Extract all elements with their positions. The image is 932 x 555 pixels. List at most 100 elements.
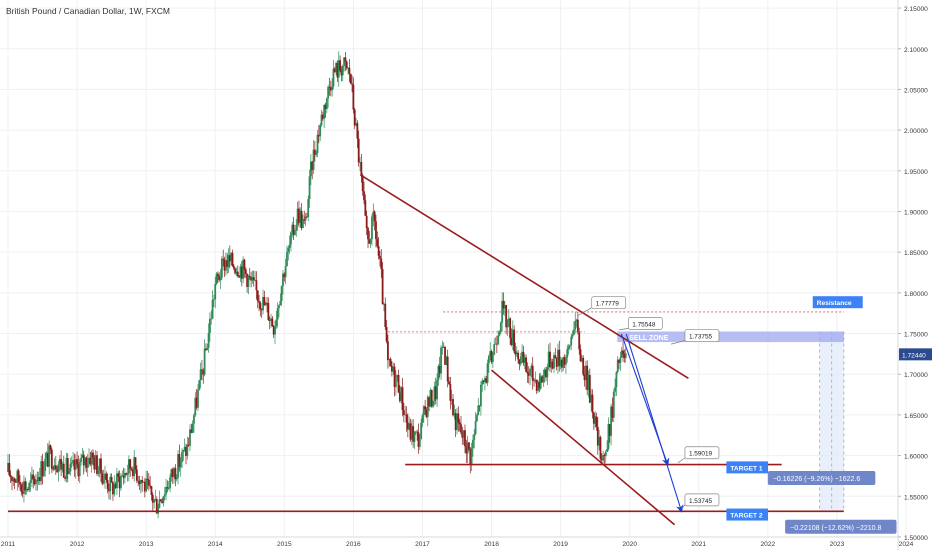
- candle-body: [255, 280, 258, 291]
- candle-body: [254, 280, 256, 282]
- candle-body: [49, 445, 52, 450]
- candle-body: [118, 476, 121, 489]
- candle-body: [495, 343, 498, 345]
- candle-body: [381, 269, 384, 305]
- candle-body: [446, 356, 449, 382]
- candle-body: [309, 161, 312, 177]
- candle-body: [267, 303, 270, 321]
- x-tick-label: 2020: [622, 541, 637, 548]
- candle-body: [566, 349, 569, 358]
- candle-body: [456, 413, 458, 431]
- candle-body: [353, 109, 356, 126]
- y-tick-label: 1.75000: [904, 332, 928, 339]
- candle-body: [506, 319, 509, 328]
- candle-body: [486, 363, 489, 383]
- candle-body: [542, 375, 545, 383]
- candle-body: [539, 376, 542, 389]
- candle-body: [430, 390, 433, 407]
- candle-body: [457, 413, 460, 423]
- candle-body: [487, 355, 490, 364]
- candle-body: [323, 104, 326, 119]
- candle-body: [602, 455, 605, 461]
- candle-body: [166, 487, 169, 489]
- candle-body: [178, 454, 181, 468]
- candle-body: [600, 458, 603, 461]
- candle-body: [428, 397, 431, 407]
- candle-body: [518, 359, 521, 365]
- candle-body: [321, 114, 324, 119]
- candle-body: [510, 337, 513, 345]
- candle-body: [223, 259, 226, 271]
- candle-body: [116, 473, 118, 488]
- candle-body: [554, 355, 557, 358]
- candle-body: [424, 406, 427, 410]
- candle-body: [258, 301, 260, 303]
- candle-body: [12, 478, 15, 482]
- tag-box: [726, 508, 768, 521]
- candle-body: [537, 381, 539, 391]
- candle-body: [294, 230, 296, 235]
- candle-body: [436, 379, 438, 400]
- candle-body: [227, 255, 230, 267]
- candle-body: [272, 326, 275, 335]
- candle-body: [163, 494, 166, 497]
- candle-body: [90, 452, 93, 465]
- tag-box: [812, 296, 863, 309]
- candle-body: [335, 63, 338, 73]
- candle-body: [622, 350, 624, 354]
- candle-body: [315, 152, 318, 155]
- candle-body: [179, 462, 182, 468]
- candle-body: [550, 361, 553, 368]
- candle-body: [66, 457, 69, 474]
- candle-body: [384, 303, 387, 327]
- tag-label: TARGET 1: [730, 465, 762, 472]
- x-tick-label: 2024: [899, 541, 914, 548]
- candle-body: [454, 413, 457, 431]
- candle-body: [420, 422, 423, 439]
- candle-body: [584, 365, 587, 381]
- candle-body: [165, 487, 167, 495]
- candle-body: [472, 439, 474, 449]
- candle-body: [356, 123, 359, 139]
- candle-body: [324, 104, 327, 110]
- candle-body: [373, 211, 376, 222]
- candle-body: [299, 210, 302, 223]
- candle-body: [534, 379, 537, 381]
- candle-body: [336, 63, 339, 78]
- candle-body: [287, 247, 290, 252]
- y-tick-label: 1.65000: [904, 413, 928, 420]
- candle-body: [202, 370, 205, 375]
- x-tick-label: 2017: [415, 541, 430, 548]
- candle-body: [348, 67, 351, 74]
- x-tick-label: 2022: [761, 541, 776, 548]
- candle-body: [187, 444, 190, 446]
- candle-body: [78, 461, 81, 477]
- candle-body: [530, 365, 533, 369]
- candle-body: [13, 478, 16, 483]
- candle-body: [313, 149, 316, 155]
- candle-body: [421, 415, 424, 423]
- candle-body: [54, 465, 57, 470]
- candle-body: [45, 452, 48, 459]
- candle-body: [109, 476, 112, 492]
- candle-body: [557, 349, 559, 367]
- candle-body: [615, 372, 618, 388]
- candle-body: [226, 260, 229, 267]
- callout-box: [684, 493, 720, 507]
- candle-body: [147, 479, 150, 486]
- candle-body: [394, 377, 397, 388]
- candle-body: [311, 161, 314, 170]
- candle-body: [112, 482, 114, 495]
- candle-body: [368, 239, 371, 244]
- candle-body: [531, 365, 534, 381]
- candle-body: [416, 431, 419, 433]
- candle-body: [570, 336, 573, 346]
- candle-body: [385, 326, 388, 342]
- candle-body: [44, 458, 47, 471]
- measurement-label: −0.16226 (−9.26%) −1622.6: [773, 476, 860, 483]
- candle-body: [328, 86, 331, 88]
- candle-body: [238, 276, 241, 278]
- measurement-box: [785, 519, 897, 534]
- candle-body: [280, 286, 283, 301]
